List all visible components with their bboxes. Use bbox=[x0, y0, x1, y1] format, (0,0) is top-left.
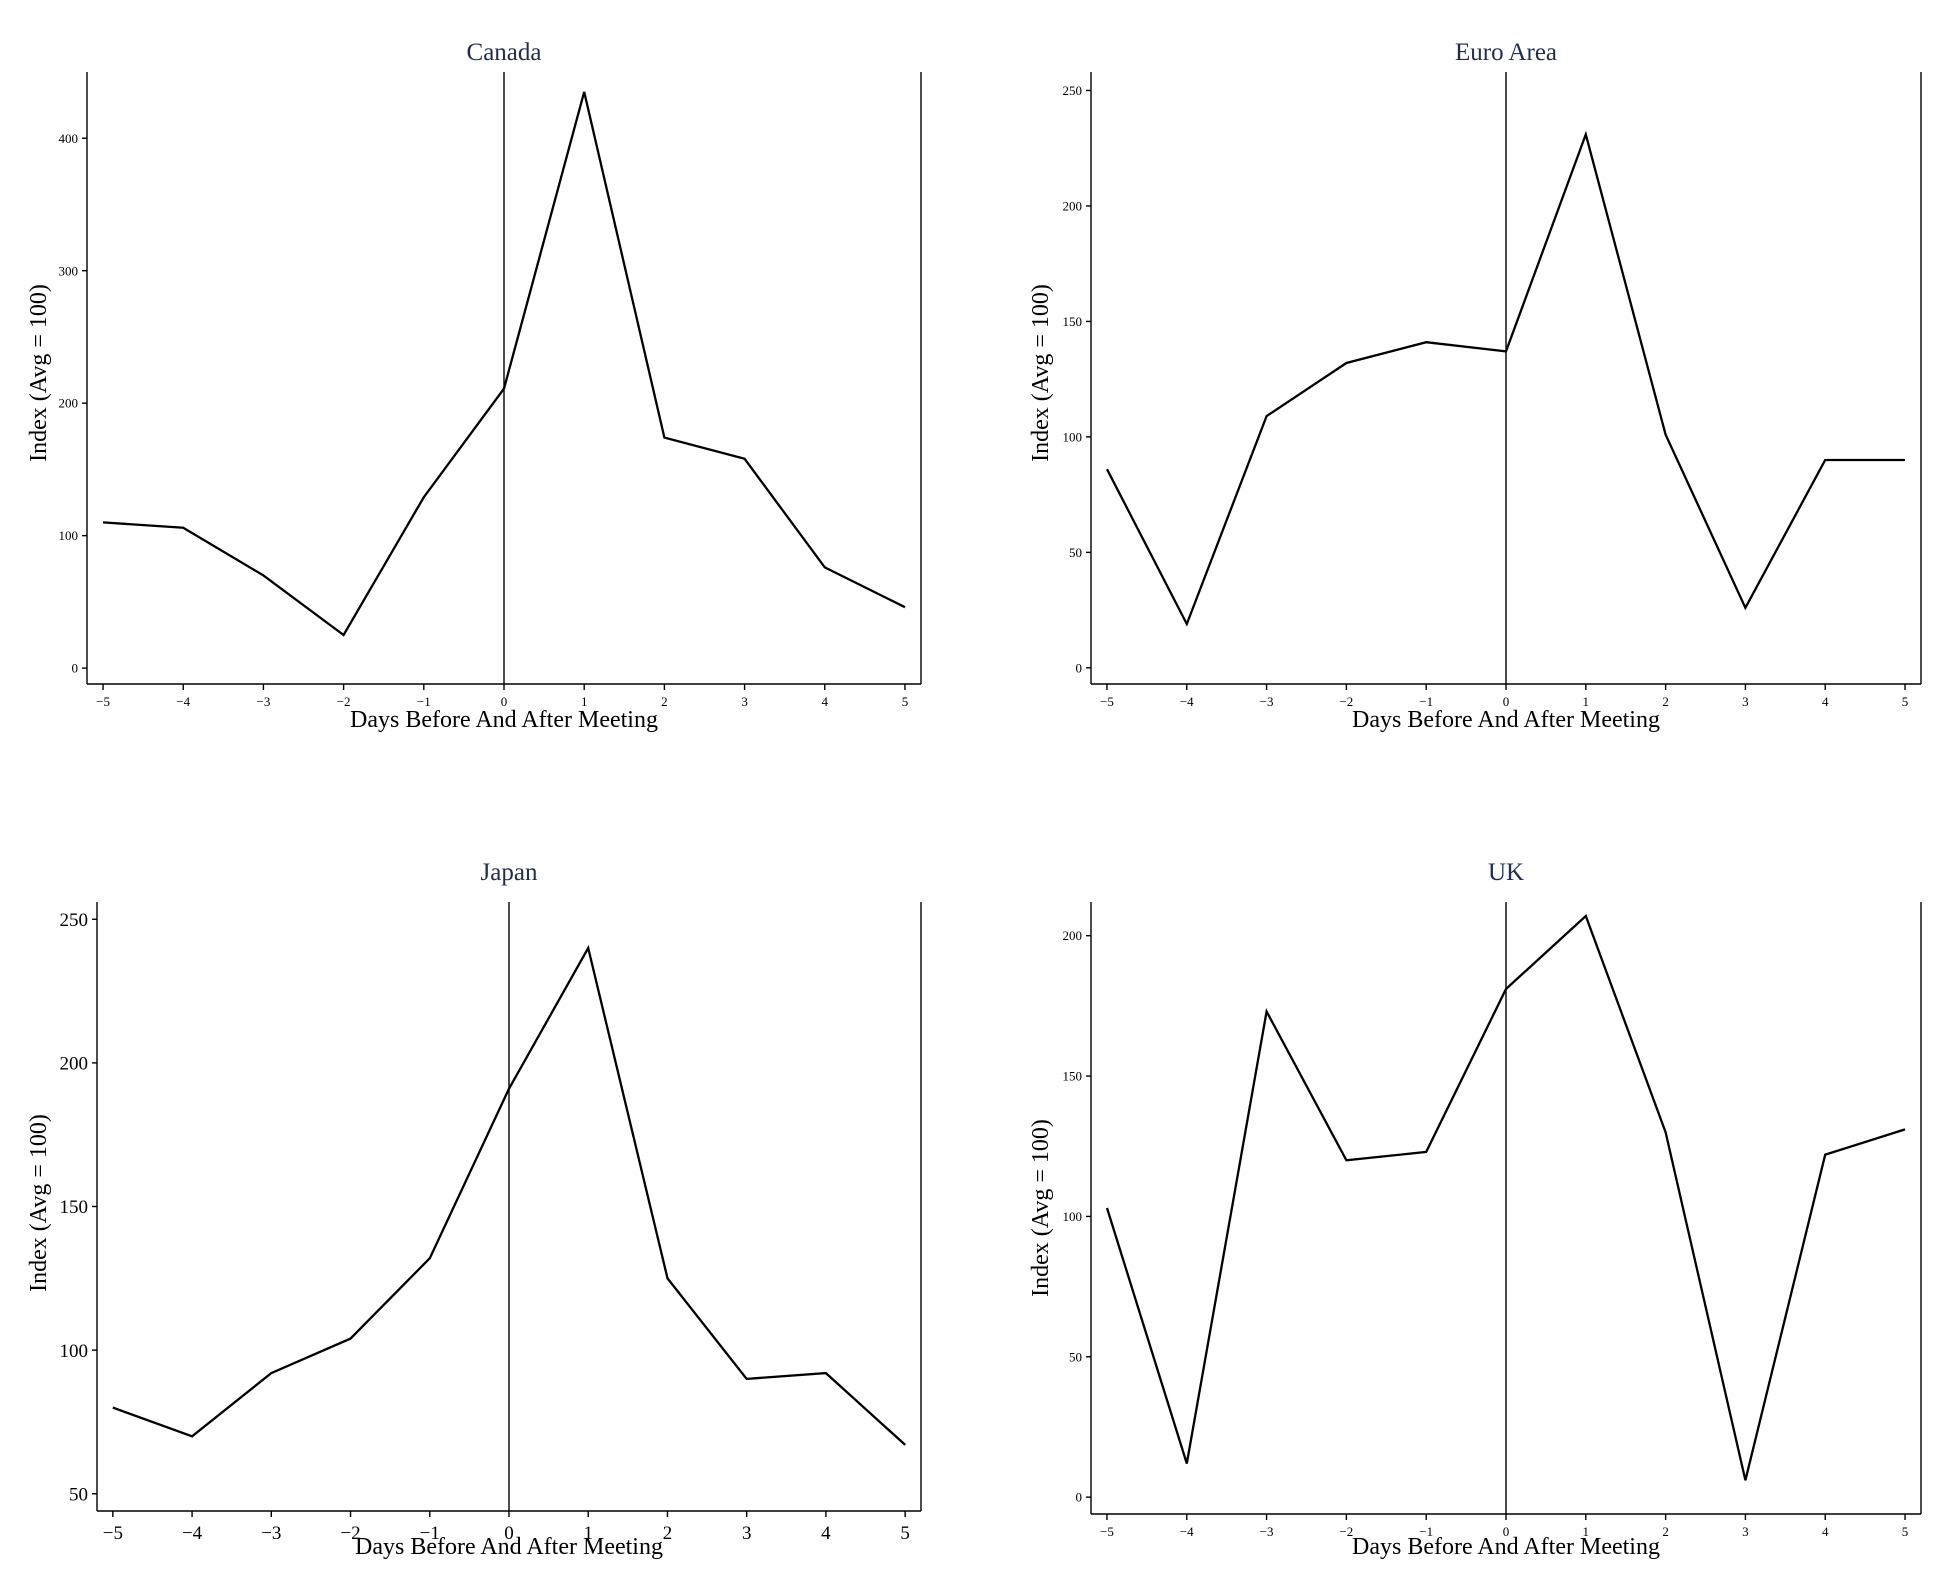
x-tick-label: 2 bbox=[1662, 1524, 1669, 1539]
x-tick-label: 4 bbox=[1822, 694, 1829, 709]
x-axis-label: Days Before And After Meeting bbox=[1352, 1534, 1660, 1560]
chart-panel-euro-area: Euro Area Index (Avg = 100) Days Before … bbox=[998, 0, 1941, 760]
y-tick-label: 100 bbox=[1063, 429, 1083, 444]
y-tick-label: 250 bbox=[60, 910, 89, 931]
x-tick-label: 3 bbox=[742, 1523, 752, 1544]
chart-svg-euro-area: Euro Area Index (Avg = 100) Days Before … bbox=[1028, 39, 1922, 733]
y-tick-label: 0 bbox=[1076, 1490, 1083, 1505]
x-tick-label: −1 bbox=[1419, 694, 1433, 709]
chart-svg-japan: Japan Index (Avg = 100) Days Before And … bbox=[26, 859, 922, 1560]
x-tick-label: 2 bbox=[1662, 694, 1669, 709]
chart-svg-uk: UK Index (Avg = 100) Days Before And Aft… bbox=[1028, 859, 1922, 1560]
y-tick-label: 150 bbox=[1063, 1069, 1083, 1084]
x-tick-label: −1 bbox=[417, 694, 431, 709]
y-tick-label: 150 bbox=[1063, 314, 1083, 329]
x-tick-label: −2 bbox=[1339, 1524, 1353, 1539]
x-tick-label: −5 bbox=[1100, 694, 1114, 709]
chart-title: Euro Area bbox=[1455, 39, 1557, 66]
y-tick-label: 200 bbox=[59, 396, 79, 411]
x-tick-label: −1 bbox=[420, 1523, 440, 1544]
x-tick-label: 0 bbox=[1503, 694, 1510, 709]
series-line bbox=[102, 91, 906, 637]
y-axis-label: Index (Avg = 100) bbox=[26, 1114, 52, 1292]
series-line bbox=[112, 944, 906, 1446]
x-tick-label: 4 bbox=[821, 1523, 831, 1544]
x-tick-label: −2 bbox=[340, 1523, 360, 1544]
y-tick-label: 50 bbox=[69, 1484, 88, 1505]
chart-svg-canada: Canada Index (Avg = 100) Days Before And… bbox=[26, 39, 922, 733]
x-tick-label: 3 bbox=[1742, 1524, 1749, 1539]
x-tick-label: 4 bbox=[822, 694, 829, 709]
y-axis-label: Index (Avg = 100) bbox=[1028, 284, 1054, 462]
x-tick-label: −3 bbox=[257, 694, 271, 709]
x-tick-label: 2 bbox=[663, 1523, 673, 1544]
plot-area: 0 50 100 150 200 −5 −4 −3 −2 −1 0 1 2 3 4 5 bbox=[1063, 902, 1922, 1539]
x-axis-label: Days Before And After Meeting bbox=[355, 1534, 663, 1560]
chart-title: Japan bbox=[481, 859, 538, 886]
x-tick-label: 5 bbox=[1902, 1524, 1909, 1539]
x-tick-label: 4 bbox=[1822, 1524, 1829, 1539]
chart-panel-uk: UK Index (Avg = 100) Days Before And Aft… bbox=[998, 824, 1941, 1592]
x-tick-label: −3 bbox=[1260, 1524, 1274, 1539]
plot-area: 0 50 100 150 200 250 −5 −4 −3 −2 −1 0 1 2 3 4 5 bbox=[1063, 72, 1922, 709]
x-tick-label: −5 bbox=[103, 1523, 123, 1544]
y-tick-label: 0 bbox=[1076, 660, 1083, 675]
x-tick-label: −5 bbox=[1100, 1524, 1114, 1539]
y-tick-label: 100 bbox=[1063, 1209, 1083, 1224]
y-tick-label: 100 bbox=[60, 1341, 89, 1362]
y-tick-label: 0 bbox=[72, 661, 79, 676]
series-line bbox=[1105, 130, 1905, 627]
plot-area: 0 100 200 300 400 −5 −4 −3 −2 −1 0 1 2 3 4 5 bbox=[59, 72, 922, 709]
chart-panel-canada: Canada Index (Avg = 100) Days Before And… bbox=[0, 0, 950, 760]
x-tick-label: −4 bbox=[176, 694, 190, 709]
x-tick-label: 0 bbox=[501, 694, 508, 709]
x-tick-label: −3 bbox=[1260, 694, 1274, 709]
x-tick-label: −4 bbox=[182, 1523, 203, 1544]
y-tick-label: 50 bbox=[1069, 545, 1082, 560]
x-tick-label: −3 bbox=[261, 1523, 281, 1544]
x-tick-label: 1 bbox=[1583, 1524, 1590, 1539]
x-tick-label: 1 bbox=[1583, 694, 1590, 709]
x-tick-label: −5 bbox=[96, 694, 110, 709]
x-tick-label: −2 bbox=[1339, 694, 1353, 709]
y-tick-label: 400 bbox=[59, 131, 79, 146]
y-tick-label: 100 bbox=[59, 528, 79, 543]
x-tick-label: 0 bbox=[1503, 1524, 1510, 1539]
x-tick-label: 0 bbox=[504, 1523, 514, 1544]
y-tick-label: 50 bbox=[1069, 1349, 1082, 1364]
x-axis-label: Days Before And After Meeting bbox=[1352, 707, 1660, 733]
x-tick-label: 3 bbox=[1742, 694, 1749, 709]
x-tick-label: 5 bbox=[902, 694, 909, 709]
y-tick-label: 250 bbox=[1063, 83, 1083, 98]
x-tick-label: −1 bbox=[1419, 1524, 1433, 1539]
chart-panel-japan: Japan Index (Avg = 100) Days Before And … bbox=[0, 824, 950, 1592]
x-tick-label: 3 bbox=[741, 694, 748, 709]
x-tick-label: −4 bbox=[1180, 1524, 1194, 1539]
y-tick-label: 200 bbox=[1063, 928, 1083, 943]
y-tick-label: 150 bbox=[60, 1197, 89, 1218]
x-tick-label: 1 bbox=[581, 694, 588, 709]
x-axis-label: Days Before And After Meeting bbox=[350, 707, 658, 733]
y-tick-label: 200 bbox=[1063, 198, 1083, 213]
x-tick-label: −2 bbox=[337, 694, 351, 709]
x-tick-label: 5 bbox=[900, 1523, 910, 1544]
x-tick-label: 2 bbox=[661, 694, 668, 709]
x-tick-label: −4 bbox=[1180, 694, 1194, 709]
y-tick-label: 300 bbox=[59, 263, 79, 278]
y-axis-label: Index (Avg = 100) bbox=[1028, 1119, 1054, 1297]
y-axis-label: Index (Avg = 100) bbox=[26, 284, 52, 462]
plot-area: 50 100 150 200 250 −5 −4 −3 −2 −1 0 1 2 3 4 5 bbox=[60, 902, 922, 1544]
y-tick-label: 200 bbox=[60, 1054, 89, 1075]
x-tick-label: 5 bbox=[1902, 694, 1909, 709]
series-line bbox=[1105, 913, 1906, 1481]
chart-title: UK bbox=[1488, 859, 1524, 886]
x-tick-label: 1 bbox=[583, 1523, 593, 1544]
chart-title: Canada bbox=[467, 39, 542, 66]
